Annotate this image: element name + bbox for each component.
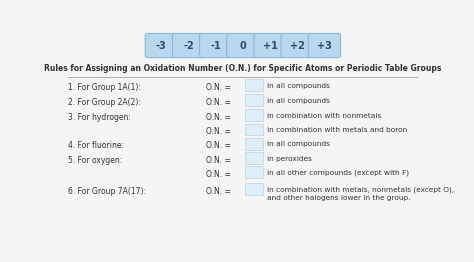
Text: +3: +3: [317, 41, 332, 51]
FancyBboxPatch shape: [245, 94, 263, 106]
Text: O.N. =: O.N. =: [206, 170, 231, 179]
Text: in all other compounds (except with F): in all other compounds (except with F): [267, 170, 409, 176]
Text: 5. For oxygen:: 5. For oxygen:: [68, 156, 123, 165]
FancyBboxPatch shape: [200, 34, 232, 58]
Text: O.N. =: O.N. =: [206, 113, 231, 122]
Text: in all compounds: in all compounds: [267, 83, 330, 89]
FancyBboxPatch shape: [145, 34, 178, 58]
Text: 1. For Group 1A(1):: 1. For Group 1A(1):: [68, 83, 141, 92]
Text: O.N. =: O.N. =: [206, 83, 231, 92]
FancyBboxPatch shape: [245, 79, 263, 91]
Text: in combination with nonmetals: in combination with nonmetals: [267, 113, 381, 119]
FancyBboxPatch shape: [245, 166, 263, 178]
FancyBboxPatch shape: [227, 34, 259, 58]
FancyBboxPatch shape: [245, 152, 263, 164]
Text: 2. For Group 2A(2):: 2. For Group 2A(2):: [68, 98, 141, 107]
Text: in peroxides: in peroxides: [267, 156, 311, 161]
FancyBboxPatch shape: [254, 34, 286, 58]
Text: O.N. =: O.N. =: [206, 187, 231, 196]
Text: Rules for Assigning an Oxidation Number (O.N.) for Specific Atoms or Periodic Ta: Rules for Assigning an Oxidation Number …: [44, 64, 442, 73]
Text: -2: -2: [183, 41, 194, 51]
Text: 0: 0: [239, 41, 246, 51]
Text: O.N. =: O.N. =: [206, 156, 231, 165]
Text: O.N. =: O.N. =: [206, 127, 231, 136]
Text: in all compounds: in all compounds: [267, 141, 330, 148]
FancyBboxPatch shape: [245, 110, 263, 121]
Text: in combination with metals, nonmetals (except O),
and other halogens lower in th: in combination with metals, nonmetals (e…: [267, 187, 454, 201]
Text: O.N. =: O.N. =: [206, 141, 231, 150]
Text: in all compounds: in all compounds: [267, 98, 330, 104]
Text: +1: +1: [263, 41, 278, 51]
Text: 4. For fluorine:: 4. For fluorine:: [68, 141, 125, 150]
Text: 3. For hydrogen:: 3. For hydrogen:: [68, 113, 131, 122]
Text: 6. For Group 7A(17):: 6. For Group 7A(17):: [68, 187, 146, 196]
Text: -1: -1: [210, 41, 221, 51]
FancyBboxPatch shape: [245, 124, 263, 135]
FancyBboxPatch shape: [245, 183, 263, 195]
Text: O.N. =: O.N. =: [206, 98, 231, 107]
Text: in combination with metals and boron: in combination with metals and boron: [267, 127, 407, 133]
Text: +2: +2: [290, 41, 305, 51]
FancyBboxPatch shape: [173, 34, 205, 58]
FancyBboxPatch shape: [245, 138, 263, 150]
Text: -3: -3: [156, 41, 167, 51]
FancyBboxPatch shape: [281, 34, 313, 58]
FancyBboxPatch shape: [308, 34, 341, 58]
